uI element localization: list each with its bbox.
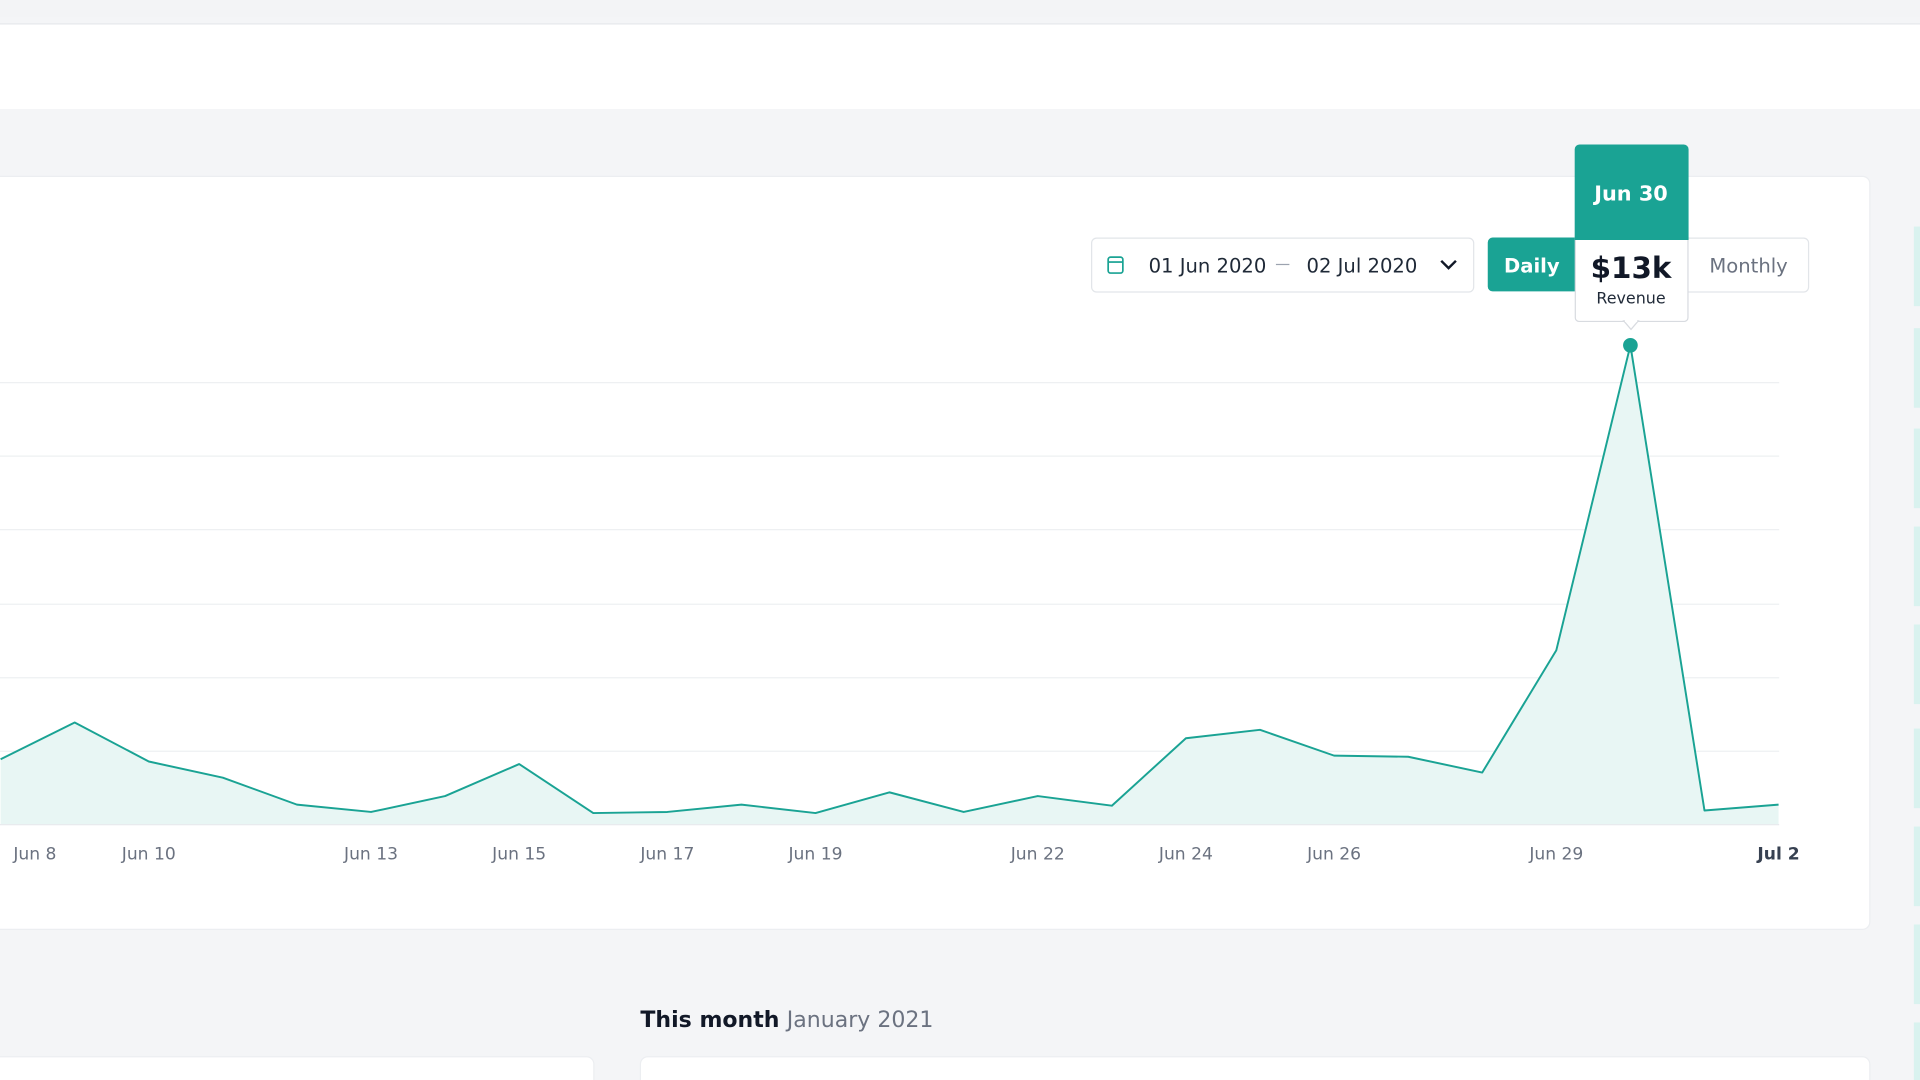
- top-bar: [0, 0, 1920, 18]
- date-end: 02 Jul 2020: [1307, 254, 1418, 277]
- x-tick-label: Jun 13: [343, 845, 398, 865]
- strip: [1913, 728, 1920, 809]
- header: [0, 23, 1920, 109]
- strip: [1913, 328, 1920, 408]
- side-strips: [1913, 226, 1920, 1080]
- strip: [1913, 624, 1920, 705]
- plot: Jun 8 Jun 10 Jun 13 Jun 15 Jun 17 Jun 19 Jun 2…: [0, 337, 1800, 865]
- tooltip-series: Revenue: [1596, 288, 1665, 307]
- strip: [1913, 1022, 1920, 1080]
- strip: [1913, 526, 1920, 607]
- x-tick-label: Jun 29: [1528, 845, 1583, 865]
- tooltip-title: Jun 30: [1592, 182, 1668, 206]
- daily-button[interactable]: [1487, 237, 1586, 292]
- tooltip-arrow-mask: [1624, 318, 1638, 323]
- chevron: [1440, 259, 1457, 270]
- x-tick-label: Jun 19: [788, 845, 843, 865]
- section-title-main: This month: [640, 1008, 779, 1033]
- strip: [1913, 428, 1920, 509]
- area: [0, 345, 1779, 825]
- x-tick-label: Jun 24: [1158, 845, 1213, 865]
- calendar-icon: [1107, 256, 1124, 274]
- date-picker[interactable]: [1091, 237, 1475, 293]
- daily-label: Daily: [1504, 254, 1560, 277]
- x-tick-label: Jun 22: [1010, 845, 1065, 865]
- x-tick-label: Jun 15: [491, 845, 546, 865]
- highlight-point: [1623, 337, 1638, 353]
- line: [0, 344, 1779, 815]
- card-left: [0, 1056, 595, 1080]
- tooltip-value: $13k: [1591, 251, 1673, 285]
- card-right: [639, 1056, 1871, 1080]
- x-tick-label: Jul 2: [1756, 845, 1799, 865]
- date-start: 01 Jun 2020: [1149, 254, 1267, 277]
- monthly-label: Monthly: [1709, 254, 1787, 277]
- x-tick-label: Jun 17: [639, 845, 694, 865]
- x-tick-label: Jun 10: [121, 845, 176, 865]
- x-tick-label: Jun 8: [12, 845, 56, 865]
- tooltip: Jun 30 $13k Revenue: [1574, 144, 1689, 331]
- chart-card: [0, 175, 1871, 930]
- strip: [1913, 924, 1920, 1005]
- strip: [1913, 226, 1920, 307]
- tooltip-header: [1574, 144, 1689, 240]
- strip: [1913, 826, 1920, 907]
- section-title: This month January 2021: [640, 1008, 933, 1033]
- x-tick-label: Jun 26: [1306, 845, 1361, 865]
- section-subtitle: January 2021: [785, 1008, 934, 1033]
